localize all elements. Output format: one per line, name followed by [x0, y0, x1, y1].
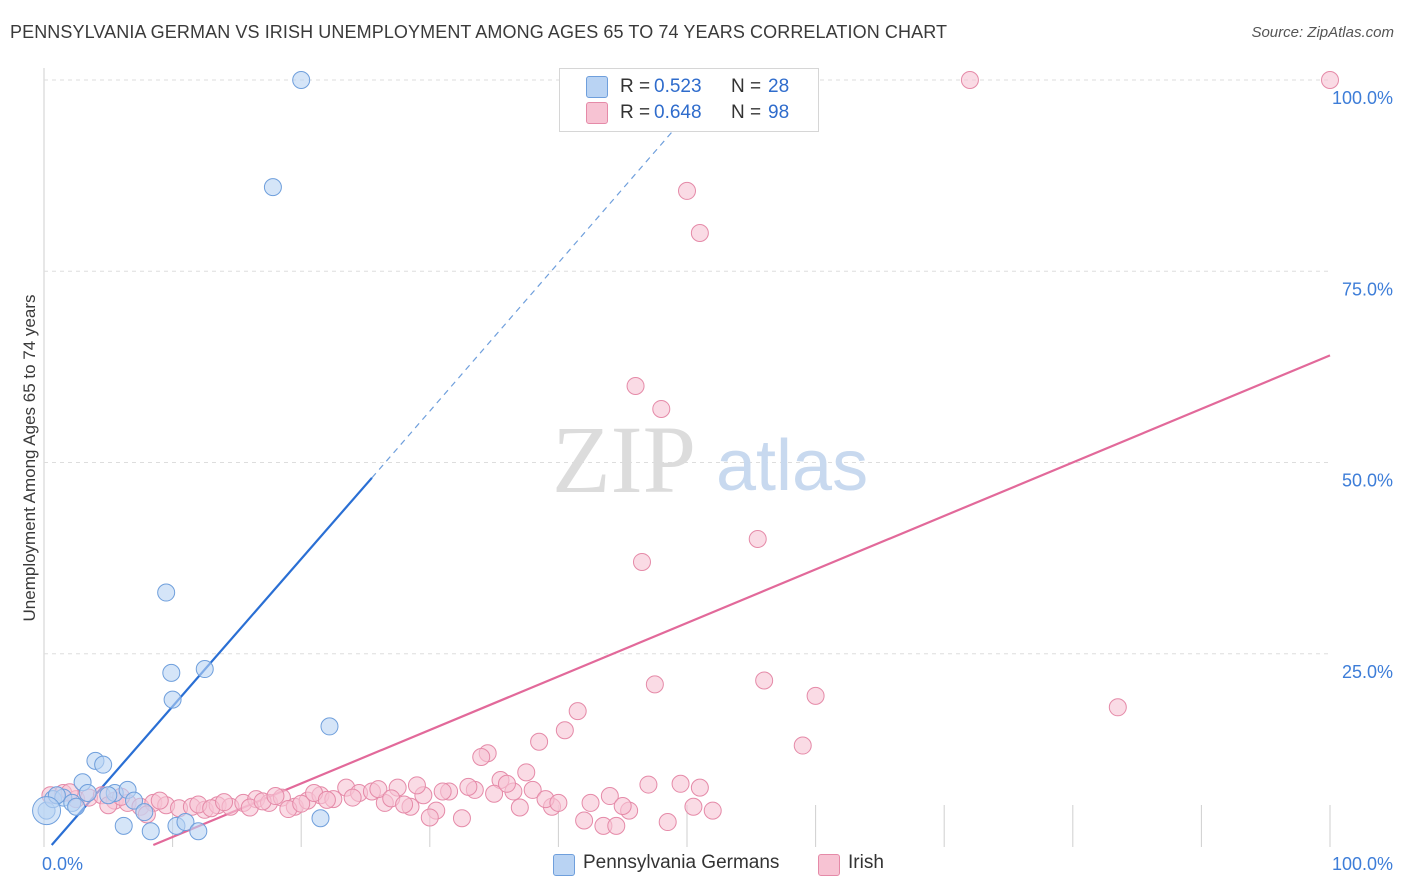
irish-point: [1108, 698, 1127, 717]
irish-point: [703, 801, 722, 820]
legend-n-label: N =: [731, 76, 762, 97]
pennsylvania-germans-point: [141, 822, 160, 841]
irish-point: [485, 784, 504, 803]
irish-point: [626, 377, 645, 395]
irish-point: [645, 675, 664, 694]
irish-point: [497, 774, 516, 793]
irish-point: [607, 816, 626, 835]
irish-point: [600, 787, 619, 806]
irish-point: [317, 790, 336, 809]
pennsylvania-germans-point: [114, 816, 133, 835]
irish-point: [549, 793, 568, 812]
irish-point: [292, 794, 311, 813]
legend-n-value: 28: [768, 76, 790, 97]
irish-point: [517, 763, 536, 782]
pennsylvania-germans-trend-extension: [371, 121, 682, 479]
irish-point: [510, 798, 529, 817]
irish-point: [684, 797, 703, 816]
watermark-atlas: atlas: [716, 426, 868, 506]
irish-point: [678, 181, 696, 200]
irish-point: [806, 686, 825, 705]
irish-point: [960, 71, 979, 89]
bottom-legend-label: Irish: [848, 852, 884, 873]
legend-r-label: R =: [620, 102, 651, 123]
trend-lines: [50, 121, 1331, 847]
pennsylvania-germans-trend-line: [50, 477, 373, 846]
irish-point: [690, 224, 709, 242]
irish-point: [343, 788, 362, 807]
legend-swatch-pink: [586, 102, 608, 124]
pennsylvania-germans-point: [135, 803, 154, 822]
irish-point: [266, 787, 285, 806]
axis-ticks: 25.0% 50.0% 75.0% 100.0% 0.0% 100.0%: [42, 88, 1393, 874]
data-points: [32, 71, 1339, 841]
x-tick-label: 100.0%: [1332, 854, 1393, 874]
bottom-legend-label: Pennsylvania Germans: [583, 852, 780, 873]
irish-point: [395, 795, 414, 814]
irish-point: [459, 777, 478, 796]
legend-r-value: 0.648: [654, 102, 702, 123]
y-tick-label: 75.0%: [1342, 279, 1393, 299]
irish-point: [215, 793, 234, 812]
pennsylvania-germans-point: [157, 583, 176, 602]
irish-point: [568, 702, 587, 721]
pennsylvania-germans-point: [292, 71, 311, 89]
bottom-legend-swatch-blue: [553, 854, 575, 876]
irish-point: [793, 736, 812, 755]
pennsylvania-germans-point-large: [32, 796, 62, 826]
irish-point: [433, 782, 452, 801]
irish-point: [652, 399, 671, 418]
watermark-zip: ZIP: [552, 406, 696, 513]
irish-point: [523, 780, 542, 799]
irish-point: [407, 776, 426, 795]
irish-point: [581, 793, 600, 812]
irish-point: [639, 775, 658, 794]
pennsylvania-germans-point: [311, 809, 330, 828]
irish-point: [575, 811, 594, 830]
irish-point: [150, 791, 169, 810]
irish-point: [472, 748, 491, 767]
pennsylvania-germans-point: [263, 178, 282, 197]
irish-point: [671, 774, 690, 793]
watermark: ZIP atlas: [552, 406, 868, 513]
pennsylvania-germans-point: [94, 755, 113, 774]
y-tick-label: 50.0%: [1342, 471, 1393, 491]
irish-point: [1321, 71, 1339, 89]
pennsylvania-germans-point: [78, 783, 97, 802]
irish-point: [690, 778, 709, 797]
irish-point: [420, 808, 439, 827]
pennsylvania-germans-point: [320, 717, 339, 736]
irish-point: [755, 671, 774, 690]
pennsylvania-germans-point: [162, 663, 181, 682]
irish-point: [452, 809, 471, 828]
legend-n-label: N =: [731, 102, 762, 123]
pennsylvania-germans-point: [195, 660, 214, 679]
pennsylvania-germans-point: [176, 813, 195, 832]
pennsylvania-germans-point: [189, 822, 208, 841]
irish-point: [555, 721, 574, 740]
legend-swatch-blue: [586, 76, 608, 98]
legend-r-value: 0.523: [654, 76, 702, 97]
pennsylvania-germans-point: [163, 690, 182, 709]
legend-n-value: 98: [768, 102, 790, 123]
source-label: Source: ZipAtlas.com: [1251, 24, 1394, 41]
pennsylvania-germans-point: [67, 797, 86, 816]
chart-title: PENNSYLVANIA GERMAN VS IRISH UNEMPLOYMEN…: [10, 22, 948, 42]
irish-point: [658, 813, 677, 832]
bottom-legend-swatch-pink: [818, 854, 840, 876]
correlation-legend: R = 0.523 N = 28 R = 0.648 N = 98: [559, 68, 819, 132]
pennsylvania-germans-point: [125, 791, 144, 810]
irish-trend-line: [152, 354, 1331, 847]
x-tick-label: 0.0%: [42, 854, 83, 874]
irish-point: [613, 796, 632, 815]
irish-point: [530, 732, 549, 751]
legend-r-label: R =: [620, 76, 651, 97]
pennsylvania-germans-point: [99, 786, 118, 805]
y-tick-label: 25.0%: [1342, 662, 1393, 682]
irish-point: [369, 780, 388, 799]
y-tick-label: 100.0%: [1332, 88, 1393, 108]
irish-point: [748, 530, 767, 548]
irish-point: [632, 552, 651, 571]
